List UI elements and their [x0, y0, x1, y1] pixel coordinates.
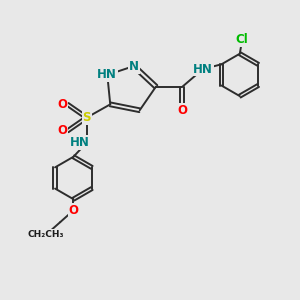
- Text: S: S: [82, 111, 91, 124]
- Text: Cl: Cl: [235, 33, 248, 46]
- Text: HN: HN: [98, 68, 117, 81]
- Text: HN: HN: [193, 62, 213, 76]
- Text: N: N: [129, 60, 139, 73]
- Text: O: O: [68, 204, 78, 217]
- Text: O: O: [57, 124, 67, 137]
- Text: O: O: [177, 104, 188, 117]
- Text: O: O: [57, 98, 67, 111]
- Text: CH₂CH₃: CH₂CH₃: [27, 230, 64, 239]
- Text: HN: HN: [70, 136, 90, 149]
